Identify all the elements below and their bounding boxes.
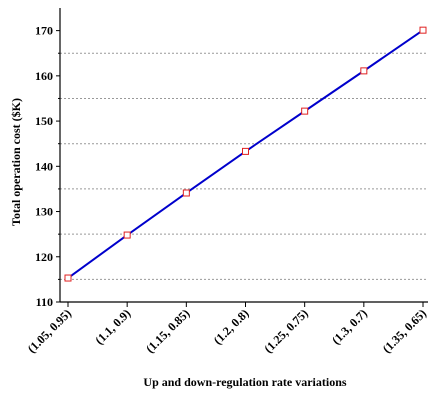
y-tick-label: 150: [35, 114, 53, 128]
x-tick-label: (1.15, 0.85): [143, 306, 192, 355]
data-point: [301, 107, 309, 115]
data-point: [64, 274, 72, 282]
x-tick-label: (1.05, 0.95): [25, 306, 74, 355]
series-group: [64, 26, 427, 282]
grid-lines: [60, 52, 428, 280]
y-tick-label: 110: [36, 295, 53, 309]
y-tick-label: 120: [35, 250, 53, 264]
y-tick-label: 160: [35, 69, 53, 83]
data-point: [123, 231, 131, 239]
y-tick-label: 140: [35, 159, 53, 173]
x-tick-label: (1.35, 0.65): [380, 306, 429, 355]
data-point: [182, 189, 190, 197]
x-tick-label: (1.3, 0.7): [329, 306, 370, 347]
data-point: [360, 67, 368, 75]
y-tick-label: 170: [35, 24, 53, 38]
x-axis-ticks: (1.05, 0.95) (1.1, 0.9) (1.15, 0.85) (1.2, …: [25, 302, 429, 356]
x-tick-label: (1.2, 0.8): [211, 306, 252, 347]
axes: [59, 8, 428, 303]
data-point: [419, 26, 427, 34]
x-tick-label: (1.25, 0.75): [261, 306, 310, 355]
y-axis-ticks: 110 120 130 140 150 160 170: [35, 24, 60, 309]
x-tick-label: (1.1, 0.9): [92, 306, 133, 347]
y-axis-title: Total operation cost ($K): [9, 98, 23, 226]
x-axis-title: Up and down-regulation rate variations: [143, 375, 346, 389]
data-point: [242, 147, 249, 155]
y-tick-label: 130: [35, 205, 53, 219]
